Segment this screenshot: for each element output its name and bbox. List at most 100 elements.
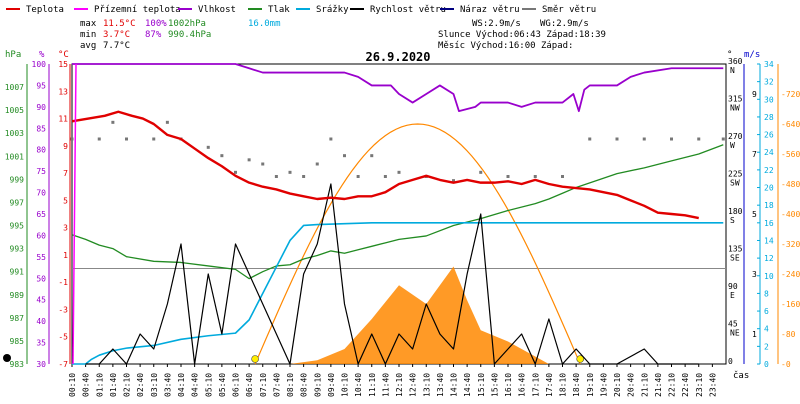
direction-tick-label: 135: [728, 245, 743, 254]
stats-max-temp: 11.5°C: [103, 19, 136, 29]
x-tick-label: 11:40: [381, 373, 390, 397]
wind-tick-label: 7: [752, 150, 757, 159]
solar-tick-label: -80: [781, 330, 796, 339]
direction-tick-compass: W: [730, 141, 735, 150]
direction-dot: [125, 137, 128, 141]
x-tick-label: 03:10: [150, 373, 159, 397]
axis-label-pct: %: [39, 50, 45, 60]
x-tick-label: 12:40: [409, 373, 418, 397]
rain-tick-label: 26: [764, 131, 774, 140]
x-tick-label: 08:10: [286, 373, 295, 397]
direction-dot: [506, 175, 510, 178]
x-tick-label: 00:10: [68, 373, 77, 397]
hpa-tick-label: 993: [10, 245, 25, 254]
direction-dot: [111, 120, 115, 124]
direction-dot: [152, 137, 156, 141]
x-tick-label: 04:40: [191, 373, 200, 397]
direction-dot: [343, 154, 346, 158]
humidity-tick-label: 50: [36, 274, 46, 283]
series-line-rain: [72, 222, 724, 365]
temperature-tick-label: -5: [58, 333, 68, 342]
x-tick-label: 06:10: [232, 373, 241, 397]
direction-dot: [302, 175, 306, 178]
humidity-tick-label: 60: [36, 231, 46, 240]
series-line-pressure: [71, 144, 724, 280]
solar-tick-label: -720: [781, 90, 800, 99]
x-tick-label: 18:40: [572, 373, 581, 397]
stats-sun: Slunce Východ:06:43 Západ:18:39: [438, 30, 606, 40]
direction-dot: [721, 137, 725, 141]
x-tick-label: 14:10: [450, 373, 459, 397]
legend-label: Teplota: [26, 5, 64, 15]
direction-dot: [247, 158, 251, 162]
stats-avg-label: avg: [80, 41, 96, 51]
x-tick-label: 00:40: [82, 373, 91, 397]
humidity-tick-label: 85: [36, 124, 46, 133]
stats-moon: Měsíc Východ:16:00 Západ:: [438, 41, 573, 51]
temperature-tick-label: 7: [63, 169, 68, 178]
direction-dot: [533, 175, 537, 178]
x-tick-label: 13:10: [422, 373, 431, 397]
solar-tick-label: -400: [781, 210, 800, 219]
humidity-tick-label: 90: [36, 103, 46, 112]
x-tick-label: 19:10: [586, 373, 595, 397]
x-axis-label: čas: [733, 370, 749, 381]
direction-tick-label: 0: [728, 357, 733, 366]
wind-tick-label: 9: [752, 90, 757, 99]
rain-tick-label: 2: [764, 342, 769, 351]
rain-tick-label: 20: [764, 184, 774, 193]
ground-temperature-line: [72, 63, 77, 365]
x-tick-label: 11:10: [368, 373, 377, 397]
temperature-tick-label: 11: [58, 115, 68, 124]
humidity-tick-label: 65: [36, 210, 46, 219]
solar-tick-label: -240: [781, 270, 800, 279]
wind-tick-label: 1: [752, 330, 757, 339]
x-tick-label: 07:10: [259, 373, 268, 397]
rain-tick-label: 34: [764, 60, 774, 69]
stats-ws: WS:2.9m/s: [472, 19, 521, 29]
legend-label: Náraz větru: [460, 5, 520, 15]
x-tick-label: 18:10: [559, 373, 568, 397]
hpa-tick-label: 987: [10, 314, 25, 323]
temperature-tick-label: -1: [58, 278, 68, 287]
stats-rain: 16.0mm: [248, 19, 281, 29]
direction-tick-label: 225: [728, 170, 743, 179]
axes: 00:10 00:40 01:10 01:40 02:10 02:40 03:10 03:40…: [3, 57, 800, 397]
hpa-tick-label: 1005: [5, 106, 24, 115]
direction-tick-compass: NE: [730, 329, 740, 338]
x-tick-label: 21:10: [640, 373, 649, 397]
legend-label: Vlhkost: [198, 5, 236, 15]
x-tick-label: 19:40: [599, 373, 608, 397]
rain-tick-label: 4: [764, 325, 769, 334]
axis-label-ms: m/s: [744, 50, 760, 60]
chart-title: 26.9.2020: [365, 50, 430, 64]
legend-label: Srážky: [316, 5, 349, 15]
hpa-tick-label: 997: [10, 198, 25, 207]
stats-avg-temp: 7.7°C: [103, 41, 130, 51]
direction-dot: [561, 175, 564, 178]
rain-tick-label: 30: [764, 95, 774, 104]
hpa-tick-label: 985: [10, 337, 25, 346]
solar-tick-label: -560: [781, 150, 800, 159]
direction-tick-label: 360: [728, 57, 743, 66]
direction-dot: [97, 137, 101, 141]
x-tick-label: 10:40: [354, 373, 363, 397]
rain-tick-label: 10: [764, 272, 774, 281]
rain-tick-label: 6: [764, 307, 769, 316]
temperature-tick-label: 9: [63, 142, 68, 151]
x-tick-label: 22:40: [681, 373, 690, 397]
direction-tick-compass: N: [730, 66, 735, 75]
stats-min-label: min: [80, 30, 96, 40]
x-tick-label: 23:10: [695, 373, 704, 397]
temperature-tick-label: -7: [58, 360, 68, 369]
rain-tick-label: 24: [764, 148, 774, 157]
direction-tick-label: 315: [728, 95, 743, 104]
x-tick-label: 10:10: [341, 373, 350, 397]
x-tick-label: 22:10: [668, 373, 677, 397]
x-tick-label: 07:40: [272, 373, 281, 397]
sunset-marker: [576, 355, 585, 363]
direction-tick-label: 270: [728, 132, 743, 141]
temperature-tick-label: 1: [63, 251, 68, 260]
x-tick-label: 09:10: [313, 373, 322, 397]
rain-tick-label: 22: [764, 166, 774, 175]
